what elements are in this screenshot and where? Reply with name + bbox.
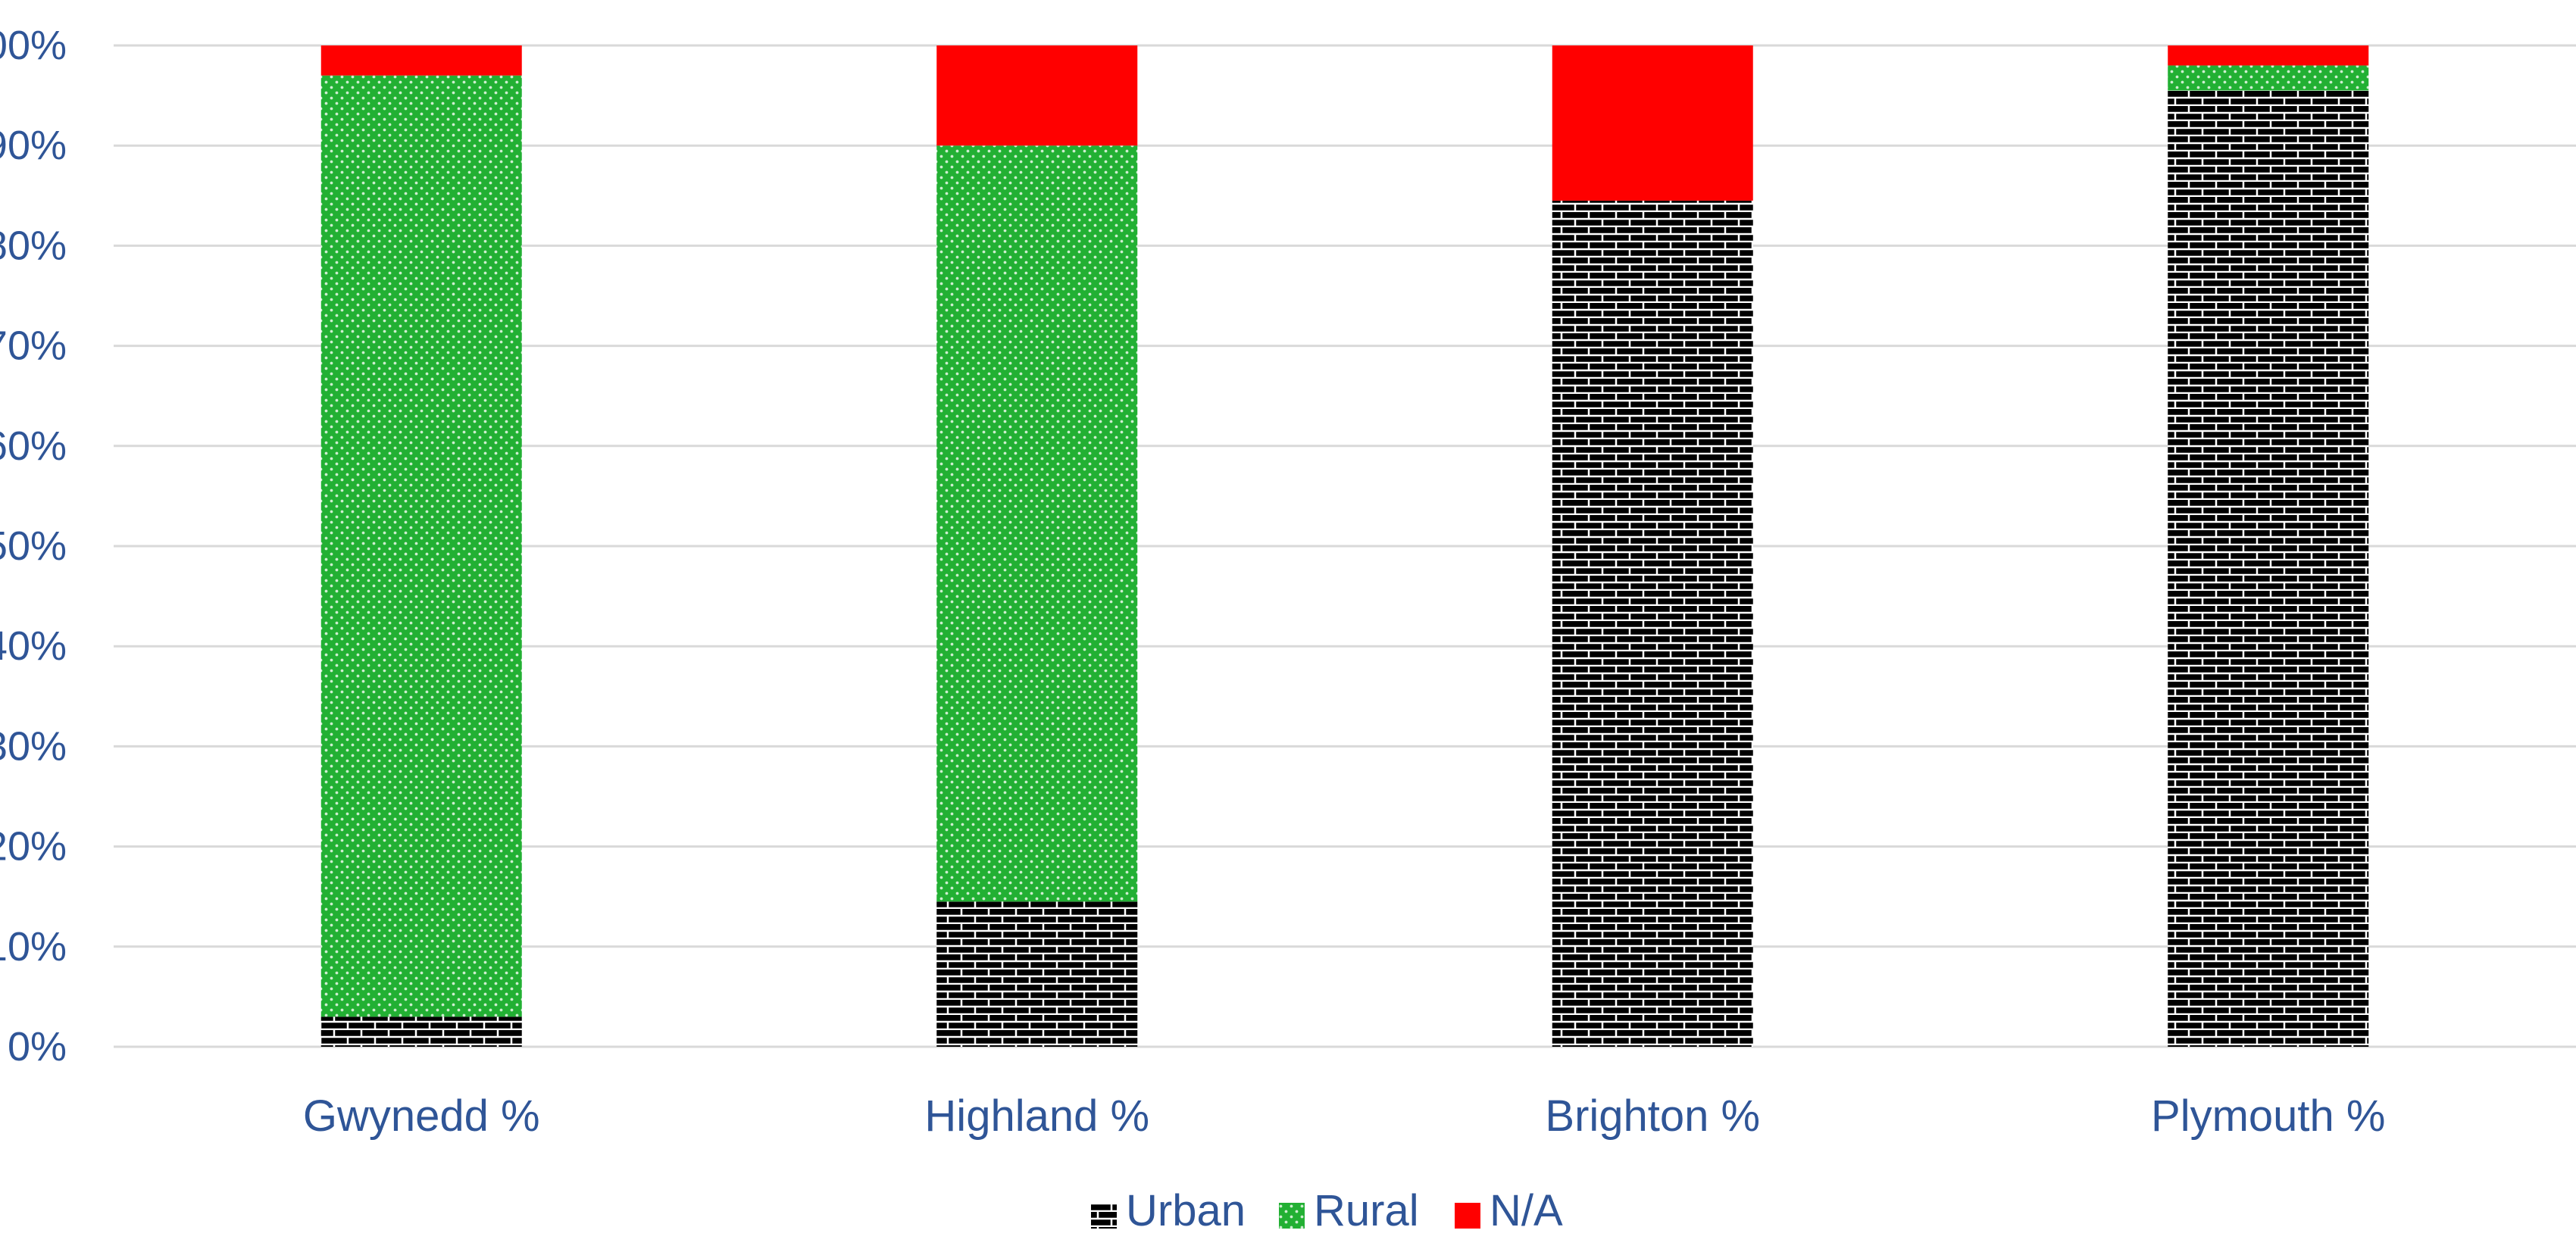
- bar-segment-rural-1: [320, 75, 522, 1017]
- bar-segment-urban-3: [1552, 200, 1753, 1047]
- y-tick-label: 40%: [0, 623, 67, 669]
- y-tick-label: 70%: [0, 323, 67, 369]
- bar-segment-urban-4: [2168, 90, 2369, 1048]
- x-category-label: Gwynedd %: [303, 1091, 540, 1141]
- bar-segment-urban-2: [936, 901, 1138, 1047]
- bar-segment-n-a-2: [936, 45, 1138, 146]
- bar-segment-urban-1: [320, 1016, 522, 1047]
- y-tick-label: 0%: [8, 1024, 67, 1069]
- y-axis-tick-labels: 0% 10% 20% 30% 40% 50% 60% 70% 80% 90% 100%: [0, 23, 67, 1069]
- legend-swatch-n-a: [1455, 1203, 1480, 1229]
- legend-label: Rural: [1314, 1186, 1419, 1235]
- y-tick-label: 60%: [0, 423, 67, 469]
- legend-label: Urban: [1126, 1186, 1246, 1235]
- gridlines: [114, 44, 2576, 1048]
- x-category-label: Plymouth %: [2151, 1091, 2385, 1141]
- bar-segment-rural-4: [2168, 65, 2369, 91]
- bar-segment-n-a-3: [1552, 45, 1753, 201]
- bar-segment-n-a-4: [2168, 45, 2369, 66]
- y-tick-label: 20%: [0, 824, 67, 870]
- y-tick-label: 50%: [0, 523, 67, 569]
- y-tick-label: 30%: [0, 723, 67, 769]
- x-category-label: Brighton %: [1545, 1091, 1760, 1141]
- bars: [320, 45, 2369, 1048]
- y-tick-label: 10%: [0, 924, 67, 970]
- legend-label: N/A: [1490, 1186, 1563, 1235]
- y-tick-label: 80%: [0, 223, 67, 268]
- legend: Urban Rural N/A: [1091, 1186, 1563, 1235]
- x-axis-category-labels: Gwynedd % Highland % Brighton % Plymouth %: [303, 1091, 2386, 1141]
- y-tick-label: 90%: [0, 123, 67, 168]
- bar-segment-rural-2: [936, 145, 1138, 902]
- y-tick-label: 100%: [0, 23, 67, 68]
- legend-swatch-rural: [1279, 1203, 1305, 1229]
- bar-segment-n-a-1: [320, 45, 522, 76]
- x-category-label: Highland %: [924, 1091, 1149, 1141]
- legend-swatch-urban: [1091, 1203, 1117, 1229]
